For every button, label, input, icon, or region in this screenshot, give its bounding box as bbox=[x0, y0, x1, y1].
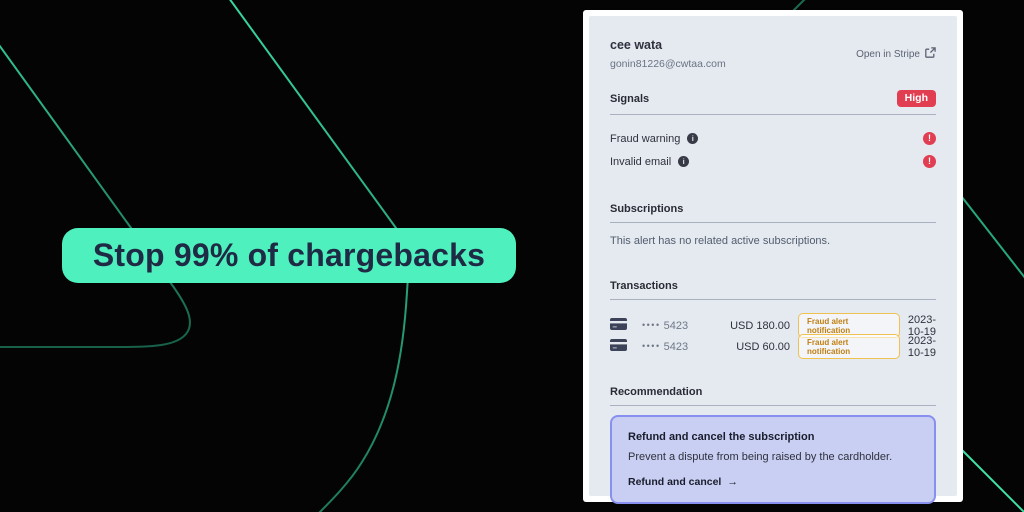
signal-label: Invalid email bbox=[610, 155, 672, 168]
open-in-stripe-link[interactable]: Open in Stripe bbox=[856, 47, 936, 61]
fraud-alert-card-body: cee wata gonin81226@cwtaa.com Open in St… bbox=[589, 16, 957, 504]
recommendation-body: Prevent a dispute from being raised by t… bbox=[628, 451, 893, 463]
headline-pill: Stop 99% of chargebacks bbox=[62, 228, 516, 283]
recommendation-section-header: Recommendation bbox=[610, 386, 936, 406]
arrow-right-icon: → bbox=[727, 476, 738, 488]
transaction-date: 2023-10-19 bbox=[907, 334, 936, 359]
transactions-list: •••• 5423 USD 180.00 Fraud alert notific… bbox=[610, 313, 936, 359]
customer-identity: cee wata gonin81226@cwtaa.com bbox=[610, 38, 726, 70]
transaction-amount: USD 60.00 bbox=[736, 340, 790, 353]
open-in-stripe-label: Open in Stripe bbox=[856, 48, 920, 60]
credit-card-icon bbox=[610, 318, 634, 333]
refund-and-cancel-label: Refund and cancel bbox=[628, 476, 722, 488]
info-icon[interactable]: i bbox=[678, 156, 690, 167]
refund-and-cancel-link[interactable]: Refund and cancel → bbox=[628, 476, 918, 488]
recommendation-box: Refund and cancel the subscription Preve… bbox=[610, 415, 936, 504]
transaction-row: •••• 5423 USD 180.00 Fraud alert notific… bbox=[610, 313, 936, 338]
subscriptions-section-header: Subscriptions bbox=[610, 203, 936, 223]
recommendation-title: Recommendation bbox=[610, 386, 703, 398]
signal-label: Fraud warning bbox=[610, 132, 681, 145]
signal-row-invalid-email: Invalid email i ! bbox=[610, 150, 936, 173]
fraud-alert-notification-badge: Fraud alert notification bbox=[798, 334, 900, 359]
alert-icon: ! bbox=[923, 132, 936, 145]
subscriptions-empty-text: This alert has no related active subscri… bbox=[610, 235, 831, 247]
customer-email: gonin81226@cwtaa.com bbox=[610, 58, 726, 70]
risk-level-badge: High bbox=[896, 90, 936, 107]
customer-header: cee wata gonin81226@cwtaa.com Open in St… bbox=[610, 38, 936, 70]
external-link-icon bbox=[925, 47, 936, 61]
info-icon[interactable]: i bbox=[687, 133, 699, 144]
fraud-alert-card: cee wata gonin81226@cwtaa.com Open in St… bbox=[583, 10, 963, 504]
transaction-date: 2023-10-19 bbox=[907, 313, 936, 338]
subscriptions-title: Subscriptions bbox=[610, 203, 684, 215]
signals-title: Signals bbox=[610, 92, 650, 105]
transactions-title: Transactions bbox=[610, 280, 678, 292]
transactions-section-header: Transactions bbox=[610, 280, 936, 300]
signal-row-fraud-warning: Fraud warning i ! bbox=[610, 127, 936, 150]
signals-list: Fraud warning i ! Invalid email i ! bbox=[610, 127, 936, 173]
card-number-masked: •••• 5423 bbox=[642, 340, 689, 353]
credit-card-icon bbox=[610, 339, 634, 354]
transaction-amount: USD 180.00 bbox=[730, 319, 790, 332]
signals-section-header: Signals High bbox=[610, 90, 936, 115]
card-number-masked: •••• 5423 bbox=[642, 319, 689, 332]
customer-name: cee wata bbox=[610, 38, 663, 52]
recommendation-heading: Refund and cancel the subscription bbox=[628, 431, 815, 443]
transaction-row: •••• 5423 USD 60.00 Fraud alert notifica… bbox=[610, 334, 936, 359]
alert-icon: ! bbox=[923, 155, 936, 168]
headline-text: Stop 99% of chargebacks bbox=[92, 237, 486, 273]
